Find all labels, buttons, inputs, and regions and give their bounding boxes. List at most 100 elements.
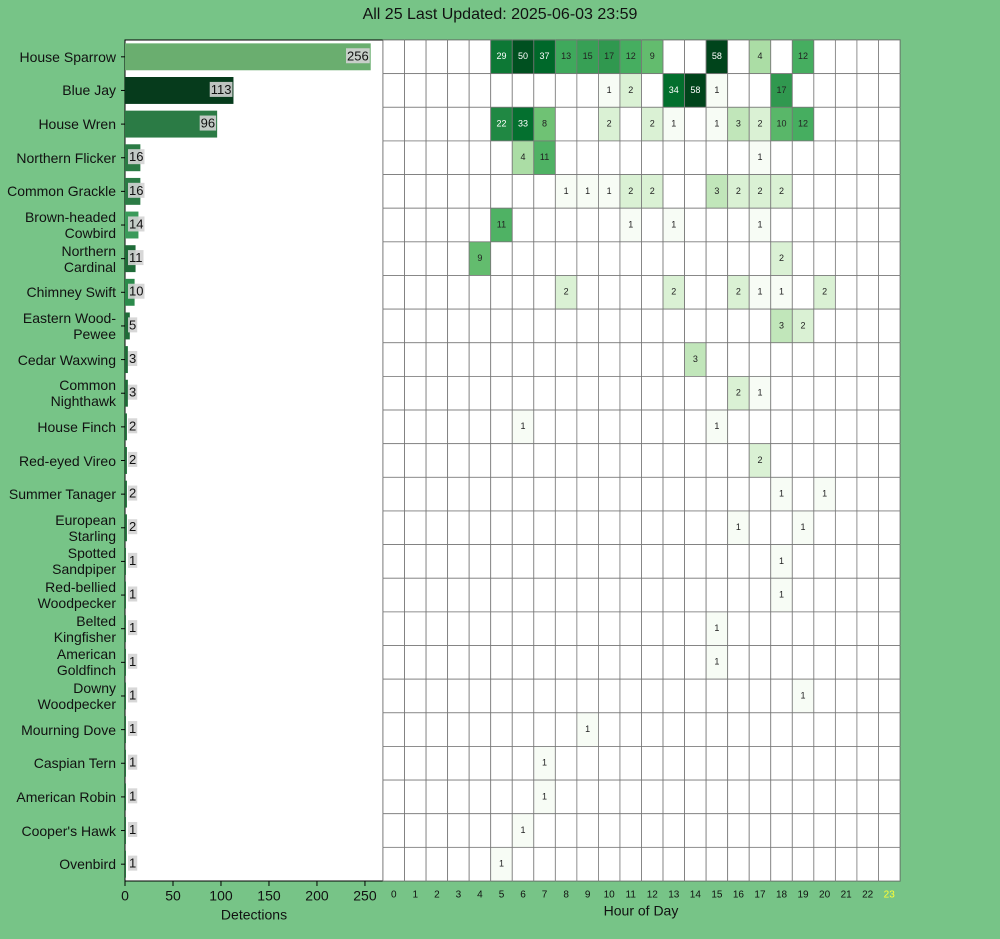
grid-cell (511, 207, 535, 243)
grid-cell (641, 241, 664, 276)
grid-cell (878, 207, 901, 243)
grid-cell (554, 476, 578, 512)
cell-label: 12 (626, 51, 636, 61)
grid-cell (404, 174, 427, 209)
grid-cell (576, 106, 599, 142)
grid-cell (576, 577, 599, 613)
x-tick-label: 1 (413, 890, 419, 901)
value-label: 96 (201, 116, 215, 131)
cell-label: 12 (798, 51, 808, 61)
grid-cell (705, 140, 729, 175)
grid-cell (598, 846, 621, 882)
grid-cell (878, 544, 901, 579)
grid-cell (554, 342, 578, 377)
grid-cell (382, 275, 405, 310)
grid-cell (662, 476, 685, 512)
value-label: 1 (129, 553, 136, 568)
y-tick-label: Blue Jay (62, 82, 116, 99)
grid-cell (834, 207, 858, 243)
grid-cell (834, 241, 858, 276)
grid-cell (791, 476, 815, 512)
value-label-bg (128, 384, 138, 400)
grid-cell (468, 645, 492, 680)
y-tick-label: Common Grackle (7, 183, 116, 200)
grid-cell (770, 510, 793, 545)
grid-cell (554, 73, 578, 108)
grid-cell (554, 375, 578, 411)
grid-cell (791, 712, 815, 747)
grid-cell (641, 140, 664, 175)
grid-cell (813, 241, 836, 276)
grid-cell (511, 779, 535, 815)
grid-cell (404, 510, 427, 545)
grid-cell (662, 140, 685, 175)
grid-cell (468, 678, 492, 714)
cell-label: 22 (496, 118, 506, 128)
grid-cell (382, 207, 405, 243)
grid-cell (641, 73, 664, 108)
cell-label: 2 (736, 287, 741, 297)
grid-cell (834, 106, 858, 142)
grid-cell (770, 375, 793, 411)
cell-label: 2 (628, 186, 633, 196)
grid-cell (511, 476, 535, 512)
grid-cell (490, 712, 513, 747)
grid-cell (447, 275, 470, 310)
y-tick-label: Spotted Sandpiper (52, 545, 116, 578)
value-label: 256 (347, 48, 369, 63)
grid-cell (598, 712, 621, 747)
grid-cell (641, 375, 664, 411)
grid-cell (770, 779, 793, 815)
cell-label: 34 (669, 85, 679, 95)
grid-cell (447, 544, 470, 579)
grid-cell (425, 476, 449, 512)
grid-cell (705, 375, 729, 411)
grid-cell (662, 409, 685, 445)
grid-cell (468, 510, 492, 545)
grid-cell (404, 275, 427, 310)
grid-cell (511, 174, 535, 209)
value-label-bg (128, 620, 138, 636)
grid-cell (447, 577, 470, 613)
x-tick-label: 8 (563, 890, 569, 901)
grid-cell (662, 544, 685, 579)
grid-cell (554, 241, 578, 276)
grid-cell (490, 645, 513, 680)
grid-cell (727, 712, 750, 747)
x-tick-label: 100 (209, 888, 233, 904)
x-tick-label: 150 (257, 888, 281, 904)
grid-cell (404, 375, 427, 411)
bar (125, 480, 127, 508)
grid-cell (748, 476, 772, 512)
y-tick-label: Northern Flicker (16, 149, 116, 166)
grid-cell (684, 106, 707, 142)
grid-cell (511, 342, 535, 377)
chart-title: All 25 Last Updated: 2025-06-03 23:59 (363, 6, 638, 23)
grid-cell (404, 140, 427, 175)
x-tick-label: 22 (862, 890, 874, 901)
grid-cell (662, 375, 685, 411)
grid-cell (511, 645, 535, 680)
grid-cell (748, 746, 772, 781)
cell-label: 2 (671, 287, 676, 297)
grid-cell (856, 174, 879, 209)
grid-cell (813, 409, 836, 445)
grid-cell (511, 73, 535, 108)
grid-cell (598, 645, 621, 680)
grid-cell (641, 275, 664, 310)
cell-label: 1 (521, 421, 526, 431)
grid-cell (533, 375, 556, 411)
grid-cell (727, 813, 750, 848)
cell-label: 4 (757, 51, 762, 61)
grid-cell (878, 577, 901, 613)
grid-cell (425, 779, 449, 815)
cell-label: 3 (693, 354, 698, 364)
grid-cell (404, 443, 427, 478)
grid-cell (554, 577, 578, 613)
value-label: 1 (129, 822, 136, 837)
grid-cell (813, 678, 836, 714)
grid-cell (684, 443, 707, 478)
cell-label: 8 (542, 118, 547, 128)
grid-cell (727, 846, 750, 882)
